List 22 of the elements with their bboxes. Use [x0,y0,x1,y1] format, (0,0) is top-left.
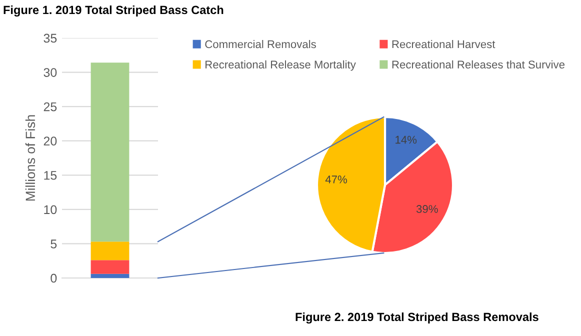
legend-label: Recreational Release Mortality [206,60,356,71]
y-tick-label: 20 [44,136,57,146]
bar [90,274,130,278]
y-tick-label: 10 [44,205,57,214]
legend-label: Recreational Releases that Survive [392,60,565,69]
y-tick-label: 25 [44,102,57,112]
legend-label: Commercial Removals [205,40,316,48]
text: Figure 2. 2019 Total Striped Bass Removals [296,312,538,324]
chart-title: Figure 1. 2019 Total Striped Bass Catch [4,5,224,17]
y-tick-label: 5 [50,240,57,248]
y-tick-label: 15 [44,171,57,180]
data-label: 39% [416,205,438,213]
y-tick-label: 30 [44,68,57,77]
bar [90,242,130,260]
y-axis-title: Millions of Fish [25,115,36,201]
y-tick-label: 0 [50,274,57,283]
legend-label: Recreational Harvest [392,40,496,48]
data-label: 14% [396,136,417,144]
bar [90,62,130,242]
y-tick-label: 35 [44,34,57,43]
bar [90,260,130,274]
data-label: 47% [325,176,347,184]
